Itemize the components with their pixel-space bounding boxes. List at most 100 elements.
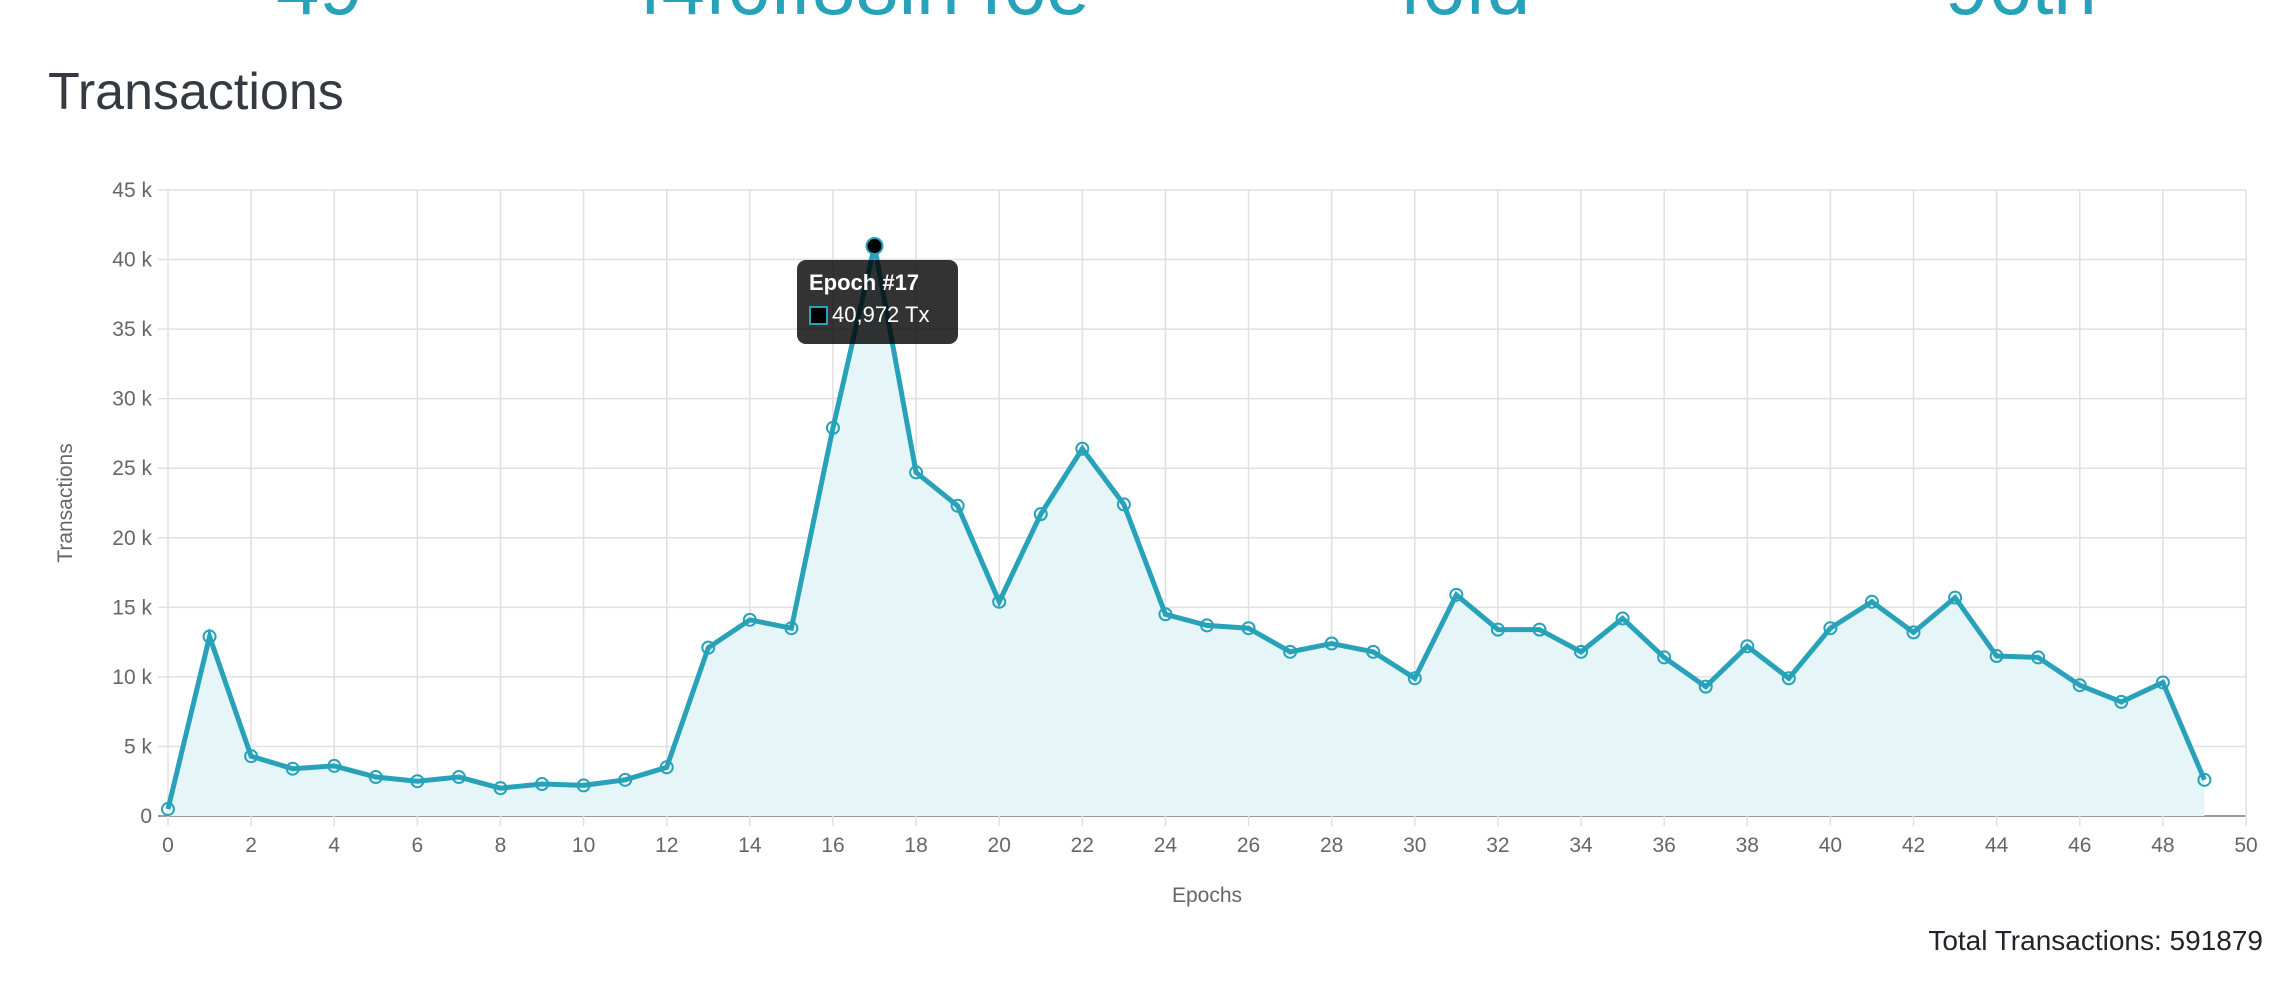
y-axis-label: Transactions <box>54 443 77 562</box>
data-point <box>1033 507 1048 522</box>
data-point <box>2197 772 2212 787</box>
x-tick-label: 8 <box>495 834 507 857</box>
data-point <box>368 770 383 785</box>
x-tick-label: 50 <box>2234 834 2257 857</box>
y-tick-label: 40 k <box>112 249 152 272</box>
tooltip-title: Epoch #17 <box>809 270 920 295</box>
x-tick-label: 14 <box>738 834 762 857</box>
data-point <box>1906 625 1921 640</box>
data-point <box>1989 649 2004 664</box>
y-tick-label: 45 k <box>112 179 152 202</box>
data-point <box>1740 639 1755 654</box>
data-point <box>618 772 633 787</box>
stat-value: 96th <box>1945 0 2097 33</box>
x-tick-label: 18 <box>904 834 927 857</box>
y-tick-label: 35 k <box>112 318 152 341</box>
y-tick-label: 10 k <box>112 666 152 689</box>
stat-value: f4f6ff88in f6e <box>640 0 1090 33</box>
data-point <box>950 498 965 513</box>
data-point <box>701 640 716 655</box>
data-point <box>410 774 425 789</box>
data-point <box>1948 590 1963 605</box>
data-point <box>659 760 674 775</box>
x-tick-label: 42 <box>1902 834 1925 857</box>
y-tick-label: 30 k <box>112 388 152 411</box>
x-tick-label: 24 <box>1154 834 1178 857</box>
total-transactions: Total Transactions: 591879 <box>1928 925 2263 956</box>
x-tick-label: 34 <box>1569 834 1593 857</box>
x-tick-label: 0 <box>162 834 174 857</box>
data-point <box>1490 622 1505 637</box>
x-tick-label: 12 <box>655 834 678 857</box>
y-tick-label: 5 k <box>124 735 153 758</box>
data-point <box>1698 679 1713 694</box>
y-tick-label: 0 <box>140 805 152 828</box>
data-point <box>2072 678 2087 693</box>
data-point <box>202 629 217 644</box>
data-point <box>1324 636 1339 651</box>
section-title: Transactions <box>48 63 344 121</box>
data-point <box>161 802 175 817</box>
x-tick-label: 26 <box>1237 834 1260 857</box>
data-point <box>865 237 884 256</box>
tooltip-value: 40,972 Tx <box>832 302 930 327</box>
chart-tooltip: Epoch #17 40,972 Tx <box>797 260 958 344</box>
data-point <box>535 777 550 792</box>
x-tick-label: 16 <box>821 834 844 857</box>
x-tick-label: 30 <box>1403 834 1426 857</box>
x-tick-label: 40 <box>1819 834 1842 857</box>
x-tick-label: 44 <box>1985 834 2009 857</box>
data-point <box>2031 650 2046 665</box>
data-point <box>992 594 1007 609</box>
data-point <box>1200 618 1214 633</box>
y-tick-label: 15 k <box>112 596 152 619</box>
y-tick-label: 20 k <box>112 527 152 550</box>
data-point <box>1366 644 1381 659</box>
data-point <box>1449 587 1464 602</box>
x-tick-label: 38 <box>1736 834 1759 857</box>
data-point <box>1657 650 1672 665</box>
x-tick-label: 32 <box>1486 834 1509 857</box>
x-tick-label: 10 <box>572 834 595 857</box>
x-tick-label: 48 <box>2151 834 2174 857</box>
data-point <box>1574 644 1589 659</box>
x-tick-label: 28 <box>1320 834 1343 857</box>
data-point <box>825 420 840 435</box>
data-point <box>327 758 342 773</box>
data-point <box>493 781 508 796</box>
stat-value: 49 <box>276 0 363 33</box>
x-tick-label: 2 <box>245 834 257 857</box>
legend-swatch-icon <box>809 305 828 325</box>
summary-stats: 49 f4f6ff88in f6e f6fd 96th <box>0 0 2294 31</box>
data-point <box>244 749 259 764</box>
stat-value: f6fd <box>1400 0 1530 33</box>
data-point <box>1158 607 1173 622</box>
area-fill <box>168 246 2205 817</box>
y-tick-label: 25 k <box>112 457 152 480</box>
data-point <box>1532 622 1547 637</box>
data-point <box>2114 694 2129 709</box>
data-point <box>1241 621 1256 636</box>
x-axis-label: Epochs <box>1172 884 1242 907</box>
data-point <box>1116 497 1131 512</box>
data-point <box>1823 621 1838 636</box>
data-point <box>451 770 466 785</box>
data-point <box>1407 671 1422 686</box>
data-point <box>1283 644 1298 659</box>
data-point <box>576 778 591 793</box>
data-point <box>1781 671 1796 686</box>
data-point <box>784 621 799 636</box>
x-tick-label: 36 <box>1652 834 1675 857</box>
data-point <box>742 612 757 627</box>
x-tick-label: 20 <box>988 834 1011 857</box>
data-point <box>1075 441 1090 456</box>
x-tick-label: 46 <box>2068 834 2091 857</box>
x-tick-label: 6 <box>412 834 424 857</box>
x-tick-label: 22 <box>1071 834 1094 857</box>
data-point <box>909 465 924 480</box>
data-point <box>1615 611 1630 626</box>
data-point <box>1864 594 1879 609</box>
data-point <box>2155 675 2170 690</box>
x-tick-label: 4 <box>328 834 340 857</box>
